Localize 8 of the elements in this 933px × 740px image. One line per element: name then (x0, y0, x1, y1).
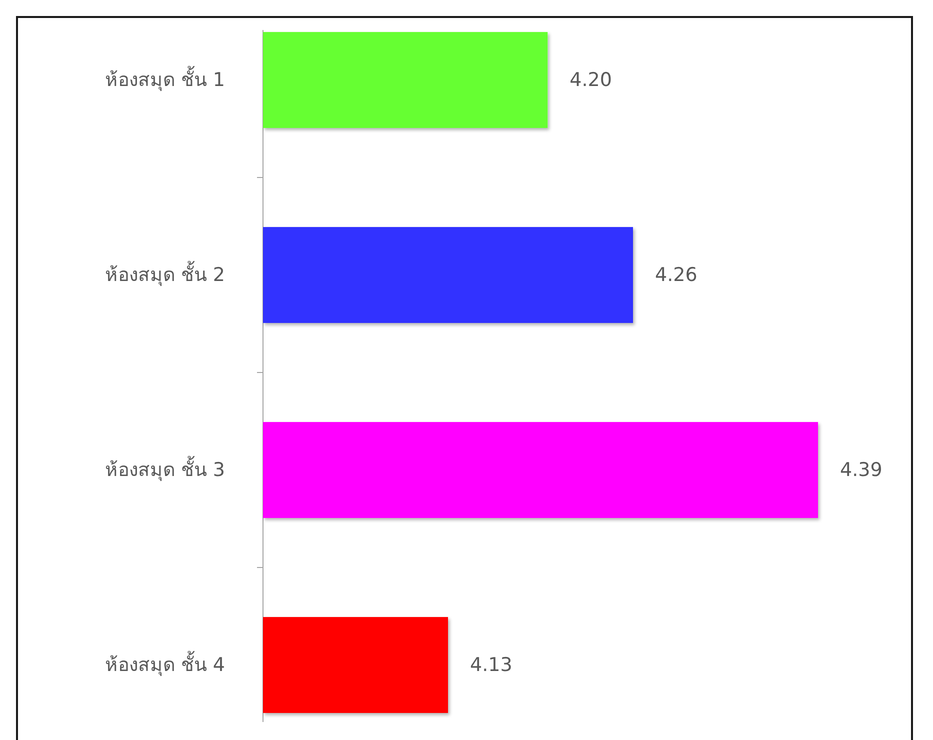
data-label: 4.39 (840, 459, 882, 481)
y-tick-label: ห้องสมุด ชั้น 3 (104, 456, 225, 482)
data-label: 4.26 (655, 264, 698, 286)
y-tick-label: ห้องสมุด ชั้น 2 (104, 261, 225, 287)
data-label: 4.13 (470, 654, 512, 676)
y-tick-label: ห้องสมุด ชั้น 1 (104, 66, 225, 92)
data-label: 4.20 (570, 69, 612, 91)
y-tick-label: ห้องสมุด ชั้น 4 (104, 651, 225, 677)
